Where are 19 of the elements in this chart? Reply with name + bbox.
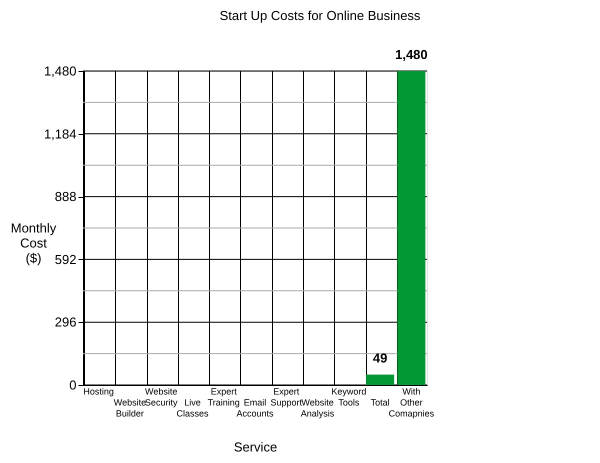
y-tick-label: 592 — [54, 252, 76, 267]
y-tick-label: 1,480 — [44, 64, 76, 78]
y-tick-label: 1,184 — [44, 126, 76, 142]
x-tick-label: Expert Training — [208, 386, 240, 408]
x-axis-title: Service — [234, 440, 278, 454]
y-tick-label: 888 — [54, 189, 76, 204]
text: 49 — [372, 350, 388, 366]
x-tick-label: Live Classes — [176, 398, 209, 418]
x-tick-label: Website Builder — [114, 398, 146, 418]
x-tick-label: Expert Support — [270, 386, 303, 408]
y-tick-label: 0 — [69, 378, 76, 392]
y-tick-label: 296 — [54, 314, 76, 330]
chart-title: Start Up Costs for Online Business — [220, 8, 421, 23]
x-tick-label: Hosting — [83, 386, 114, 396]
text: 1,480 — [395, 47, 428, 62]
x-tick-label: With Other Comapnies — [388, 386, 435, 418]
x-tick-label: Website Analysis — [300, 398, 335, 418]
x-tick-label: Website Security — [144, 386, 178, 408]
x-tick-label: Total — [370, 398, 390, 408]
